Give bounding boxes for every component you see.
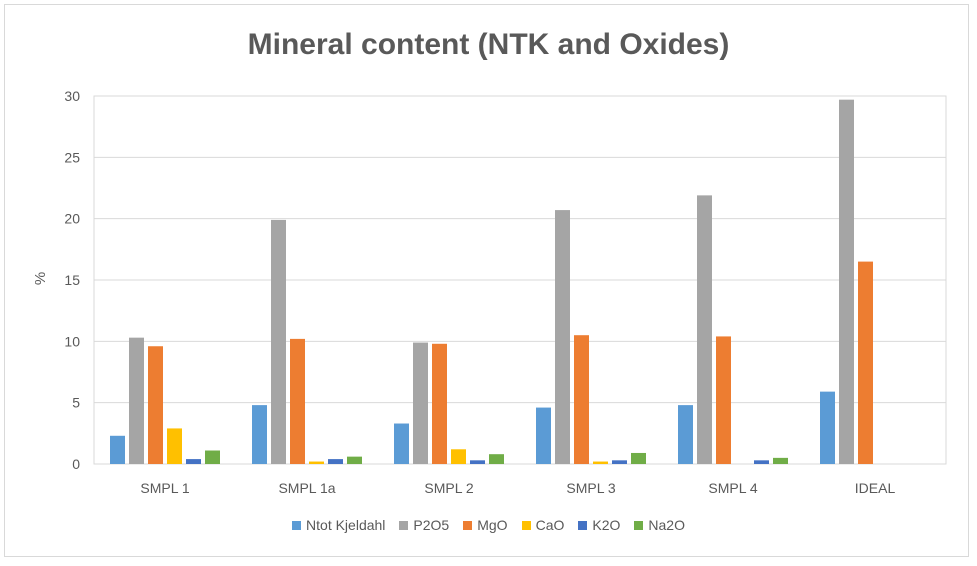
bar-cao-2 [451, 449, 466, 464]
bar-p2o5-0 [129, 337, 144, 464]
plot-border [93, 95, 947, 465]
bar-ntot-kjeldahl-0 [110, 435, 125, 464]
bar-mgo-0 [148, 346, 163, 464]
bar-na2o-0 [205, 450, 220, 464]
legend-label: K2O [592, 517, 621, 533]
legend-item: Na2O [634, 517, 685, 533]
bar-ntot-kjeldahl-2 [394, 423, 409, 464]
y-tick-label: 0 [72, 456, 80, 472]
bar-k2o-1 [328, 459, 343, 464]
legend-swatch [463, 520, 473, 530]
bar-mgo-5 [858, 261, 873, 464]
bar-p2o5-1 [271, 219, 286, 464]
legend-label: CaO [535, 517, 565, 533]
legend-swatch [521, 520, 531, 530]
bar-cao-0 [167, 428, 182, 464]
bar-mgo-4 [716, 336, 731, 464]
bar-p2o5-2 [413, 342, 428, 464]
bar-mgo-1 [290, 338, 305, 464]
y-tick-label: 25 [64, 149, 80, 165]
legend-label: Na2O [648, 517, 685, 533]
x-tick-label: SMPL 2 [424, 480, 473, 496]
bar-p2o5-3 [555, 210, 570, 464]
bar-ntot-kjeldahl-3 [536, 407, 551, 464]
bar-na2o-2 [489, 454, 504, 464]
bar-na2o-3 [631, 452, 646, 464]
legend-label: P2O5 [413, 517, 450, 533]
legend-swatch [578, 520, 588, 530]
bar-mgo-2 [432, 343, 447, 464]
bar-ntot-kjeldahl-1 [252, 405, 267, 464]
bar-k2o-2 [470, 460, 485, 464]
legend: Ntot Kjeldahl P2O5 MgO CaO K2O Na2O [0, 517, 977, 533]
bar-p2o5-4 [697, 195, 712, 465]
x-tick-label: IDEAL [855, 480, 896, 496]
y-tick-label: 20 [64, 211, 80, 227]
x-tick-label: SMPL 1a [278, 480, 335, 496]
bar-ntot-kjeldahl-4 [678, 405, 693, 464]
bar-ntot-kjeldahl-5 [820, 391, 835, 464]
bar-k2o-4 [754, 460, 769, 464]
legend-item: Ntot Kjeldahl [292, 517, 385, 533]
legend-item: K2O [578, 517, 620, 533]
x-tick-label: SMPL 1 [140, 480, 189, 496]
legend-label: MgO [477, 517, 508, 533]
y-tick-label: 5 [72, 395, 80, 411]
bar-cao-3 [593, 461, 608, 464]
bar-p2o5-5 [839, 99, 854, 465]
chart-title: Mineral content (NTK and Oxides) [247, 28, 730, 61]
bar-k2o-0 [186, 459, 201, 464]
x-tick-label: SMPL 3 [566, 480, 615, 496]
y-tick-label: 10 [64, 333, 80, 349]
bar-k2o-3 [612, 460, 627, 464]
legend-item: P2O5 [399, 517, 449, 533]
legend-swatch [634, 520, 644, 530]
bar-na2o-1 [347, 456, 362, 464]
bar-mgo-3 [574, 335, 589, 464]
legend-item: CaO [521, 517, 565, 533]
legend-item: MgO [463, 517, 508, 533]
bar-na2o-4 [773, 457, 788, 464]
bar-cao-1 [309, 461, 324, 464]
legend-label: Ntot Kjeldahl [306, 517, 386, 533]
y-tick-label: 15 [64, 272, 80, 288]
y-tick-label: 30 [64, 88, 80, 104]
legend-swatch [399, 520, 409, 530]
legend-swatch [292, 520, 302, 530]
x-tick-label: SMPL 4 [708, 480, 757, 496]
